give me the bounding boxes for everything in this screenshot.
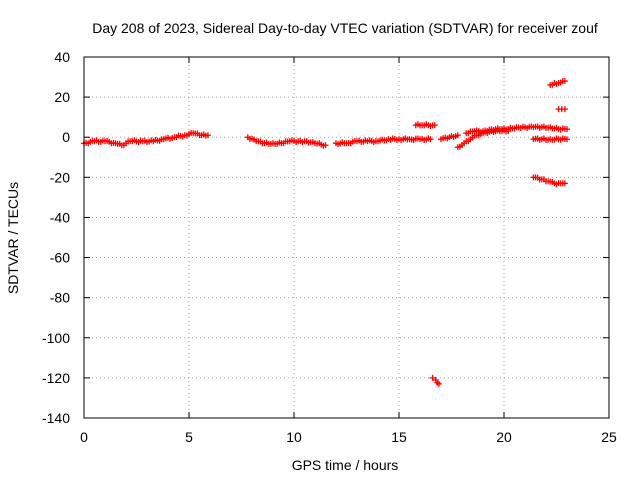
y-tick-label: -40 [50, 209, 70, 225]
data-point [454, 132, 461, 139]
data-point [561, 78, 568, 85]
data-point [561, 106, 568, 113]
y-tick-label: -100 [42, 330, 70, 346]
y-tick-label: 20 [54, 89, 70, 105]
y-tick-label: 0 [62, 129, 70, 145]
y-tick-label: -120 [42, 370, 70, 386]
data-point [561, 180, 568, 187]
chart-title: Day 208 of 2023, Sidereal Day-to-day VTE… [92, 20, 598, 36]
data-point [429, 374, 436, 381]
x-tick-label: 5 [185, 429, 193, 445]
y-tick-label: -140 [42, 410, 70, 426]
y-tick-label: -60 [50, 250, 70, 266]
y-tick-label: 40 [54, 49, 70, 65]
axes: 0 5 10 15 20 25 40 20 0 -20 -40 -60 -80 -100 -120 -140 [42, 49, 617, 445]
y-tick-label: -80 [50, 290, 70, 306]
data-point [431, 122, 438, 129]
data-point [564, 126, 570, 133]
data-point [204, 132, 211, 139]
x-axis-label: GPS time / hours [292, 457, 399, 473]
plot-frame [83, 56, 610, 419]
data-point [564, 136, 570, 143]
x-tick-label: 0 [80, 429, 88, 445]
data-points [81, 78, 570, 387]
data-point [427, 136, 434, 143]
data-point [322, 142, 329, 149]
x-tick-label: 15 [391, 429, 407, 445]
x-tick-label: 20 [496, 429, 512, 445]
x-tick-label: 25 [601, 429, 617, 445]
x-tick-label: 10 [286, 429, 302, 445]
data-point [435, 380, 442, 387]
y-axis-label: SDTVAR / TECUs [5, 182, 21, 294]
y-tick-label: -20 [50, 169, 70, 185]
grid-lines [84, 57, 609, 418]
